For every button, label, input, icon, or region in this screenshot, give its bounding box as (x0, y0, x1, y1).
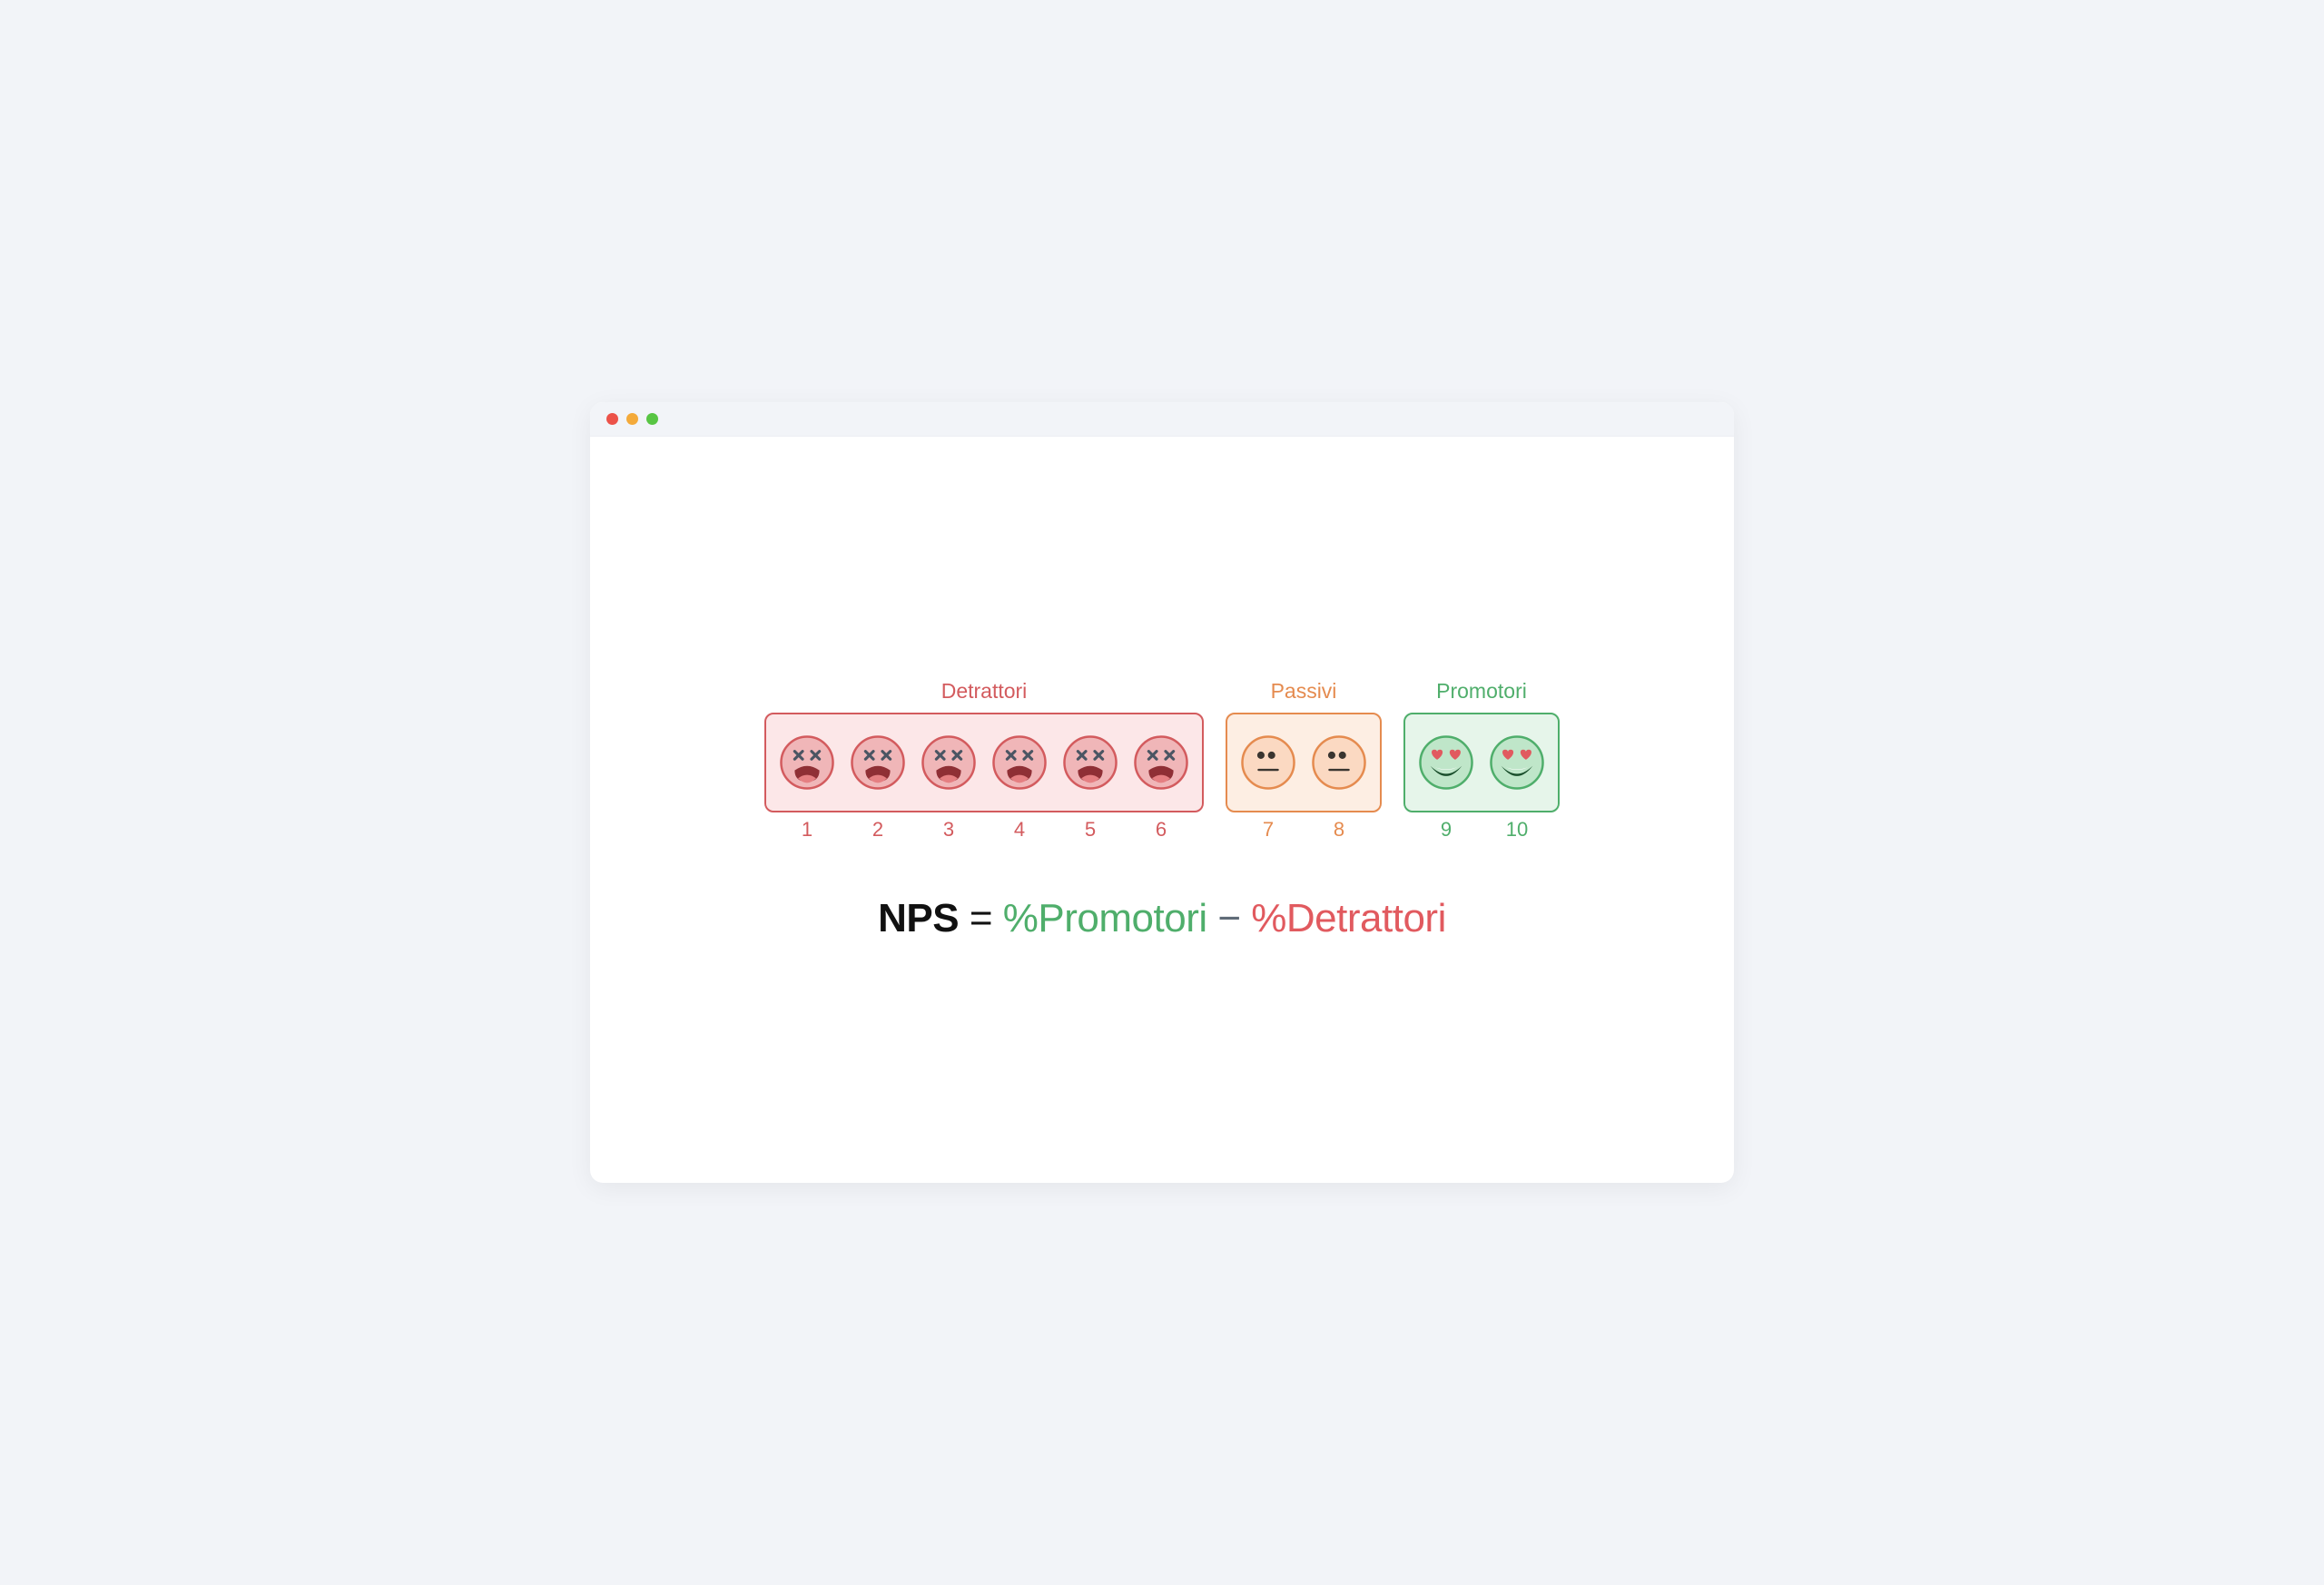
group-passives: Passivi 78 (1226, 679, 1382, 842)
group-detractors-scores: 123456 (779, 818, 1189, 842)
formula-lhs: NPS (878, 896, 959, 940)
group-promoters-box (1403, 713, 1560, 812)
face-icon (1062, 734, 1118, 791)
score-label: 9 (1418, 818, 1474, 842)
close-icon[interactable] (606, 413, 618, 425)
minimize-icon[interactable] (626, 413, 638, 425)
app-window: Detrattori (590, 402, 1734, 1183)
face-icon (779, 734, 835, 791)
group-detractors: Detrattori (764, 679, 1204, 842)
score-label: 2 (850, 818, 906, 842)
group-detractors-title: Detrattori (941, 679, 1028, 704)
group-passives-box (1226, 713, 1382, 812)
face-icon (850, 734, 906, 791)
face-icon (1311, 734, 1367, 791)
face-icon (1133, 734, 1189, 791)
formula-detractors: %Detrattori (1251, 896, 1446, 940)
maximize-icon[interactable] (646, 413, 658, 425)
score-label: 10 (1489, 818, 1545, 842)
group-passives-title: Passivi (1271, 679, 1337, 704)
score-label: 7 (1240, 818, 1296, 842)
face-icon (991, 734, 1048, 791)
group-promoters-title: Promotori (1436, 679, 1527, 704)
face-icon (1418, 734, 1474, 791)
score-label: 1 (779, 818, 835, 842)
formula-minus: − (1207, 896, 1252, 940)
face-icon (1489, 734, 1545, 791)
formula-eq: = (959, 896, 1003, 940)
formula-promoters: %Promotori (1003, 896, 1207, 940)
score-label: 4 (991, 818, 1048, 842)
nps-groups: Detrattori (764, 679, 1560, 842)
score-label: 8 (1311, 818, 1367, 842)
group-detractors-box (764, 713, 1204, 812)
score-label: 3 (921, 818, 977, 842)
score-label: 6 (1133, 818, 1189, 842)
nps-formula: NPS = %Promotori − %Detrattori (878, 896, 1446, 941)
score-label: 5 (1062, 818, 1118, 842)
window-titlebar (590, 402, 1734, 437)
group-promoters-scores: 9 10 (1418, 818, 1545, 842)
group-passives-scores: 78 (1240, 818, 1367, 842)
diagram-content: Detrattori (590, 437, 1734, 1183)
group-promoters: Promotori 9 10 (1403, 679, 1560, 842)
face-icon (921, 734, 977, 791)
face-icon (1240, 734, 1296, 791)
